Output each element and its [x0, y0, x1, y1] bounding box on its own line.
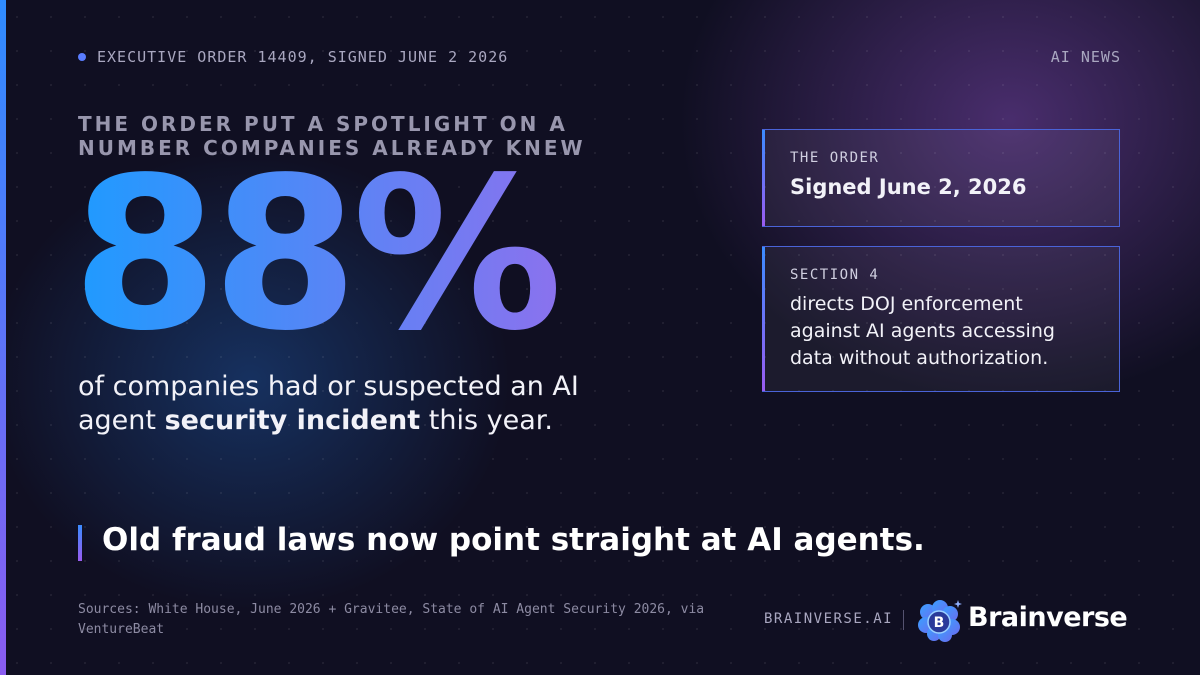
caption-text: of companies had or suspected an AI agen… — [78, 371, 579, 436]
stat-caption: of companies had or suspected an AI agen… — [78, 370, 598, 438]
caption-bold: security incident — [164, 405, 421, 436]
lead: THE ORDER PUT A SPOTLIGHT ON A NUMBER CO… — [78, 112, 586, 160]
edge-bar — [0, 0, 6, 675]
logo: B — [918, 600, 962, 642]
card-text: directs DOJ enforcement against AI agent… — [790, 293, 1055, 369]
card-label: SECTION 4 — [790, 267, 880, 283]
card-label: THE ORDER — [790, 150, 880, 166]
card-text: Signed June 2, 2026 — [790, 175, 1027, 199]
info-card: SECTION 4 directs DOJ enforcement agains… — [762, 246, 1120, 392]
info-card: THE ORDER Signed June 2, 2026 — [762, 129, 1120, 227]
separator — [903, 610, 904, 630]
stat-value: 88% — [72, 132, 563, 377]
kicker: EXECUTIVE ORDER 14409, SIGNED JUNE 2 202… — [97, 48, 509, 66]
svg-text:B: B — [934, 615, 945, 631]
tag: AI NEWS — [1050, 48, 1121, 66]
site: BRAINVERSE.AI — [764, 611, 894, 627]
brand: Brainverse — [968, 602, 1128, 633]
sources: Sources: White House, June 2026 + Gravit… — [78, 602, 705, 637]
caption-text: this year. — [420, 405, 553, 436]
kicker-dot — [78, 53, 86, 61]
takeaway-bar — [78, 525, 82, 561]
takeaway: Old fraud laws now point straight at AI … — [102, 522, 925, 558]
